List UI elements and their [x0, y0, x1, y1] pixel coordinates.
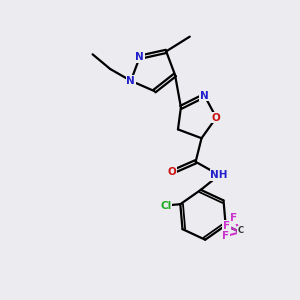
- Text: C: C: [237, 226, 243, 235]
- Text: Cl: Cl: [160, 201, 171, 211]
- Text: O: O: [168, 167, 176, 177]
- Text: F: F: [230, 213, 238, 223]
- Text: NH: NH: [210, 170, 228, 180]
- Text: O: O: [212, 112, 220, 123]
- Text: F: F: [222, 231, 229, 241]
- Text: N: N: [135, 52, 144, 62]
- Text: N: N: [127, 76, 135, 86]
- Text: N: N: [200, 91, 209, 100]
- Text: F: F: [223, 221, 230, 231]
